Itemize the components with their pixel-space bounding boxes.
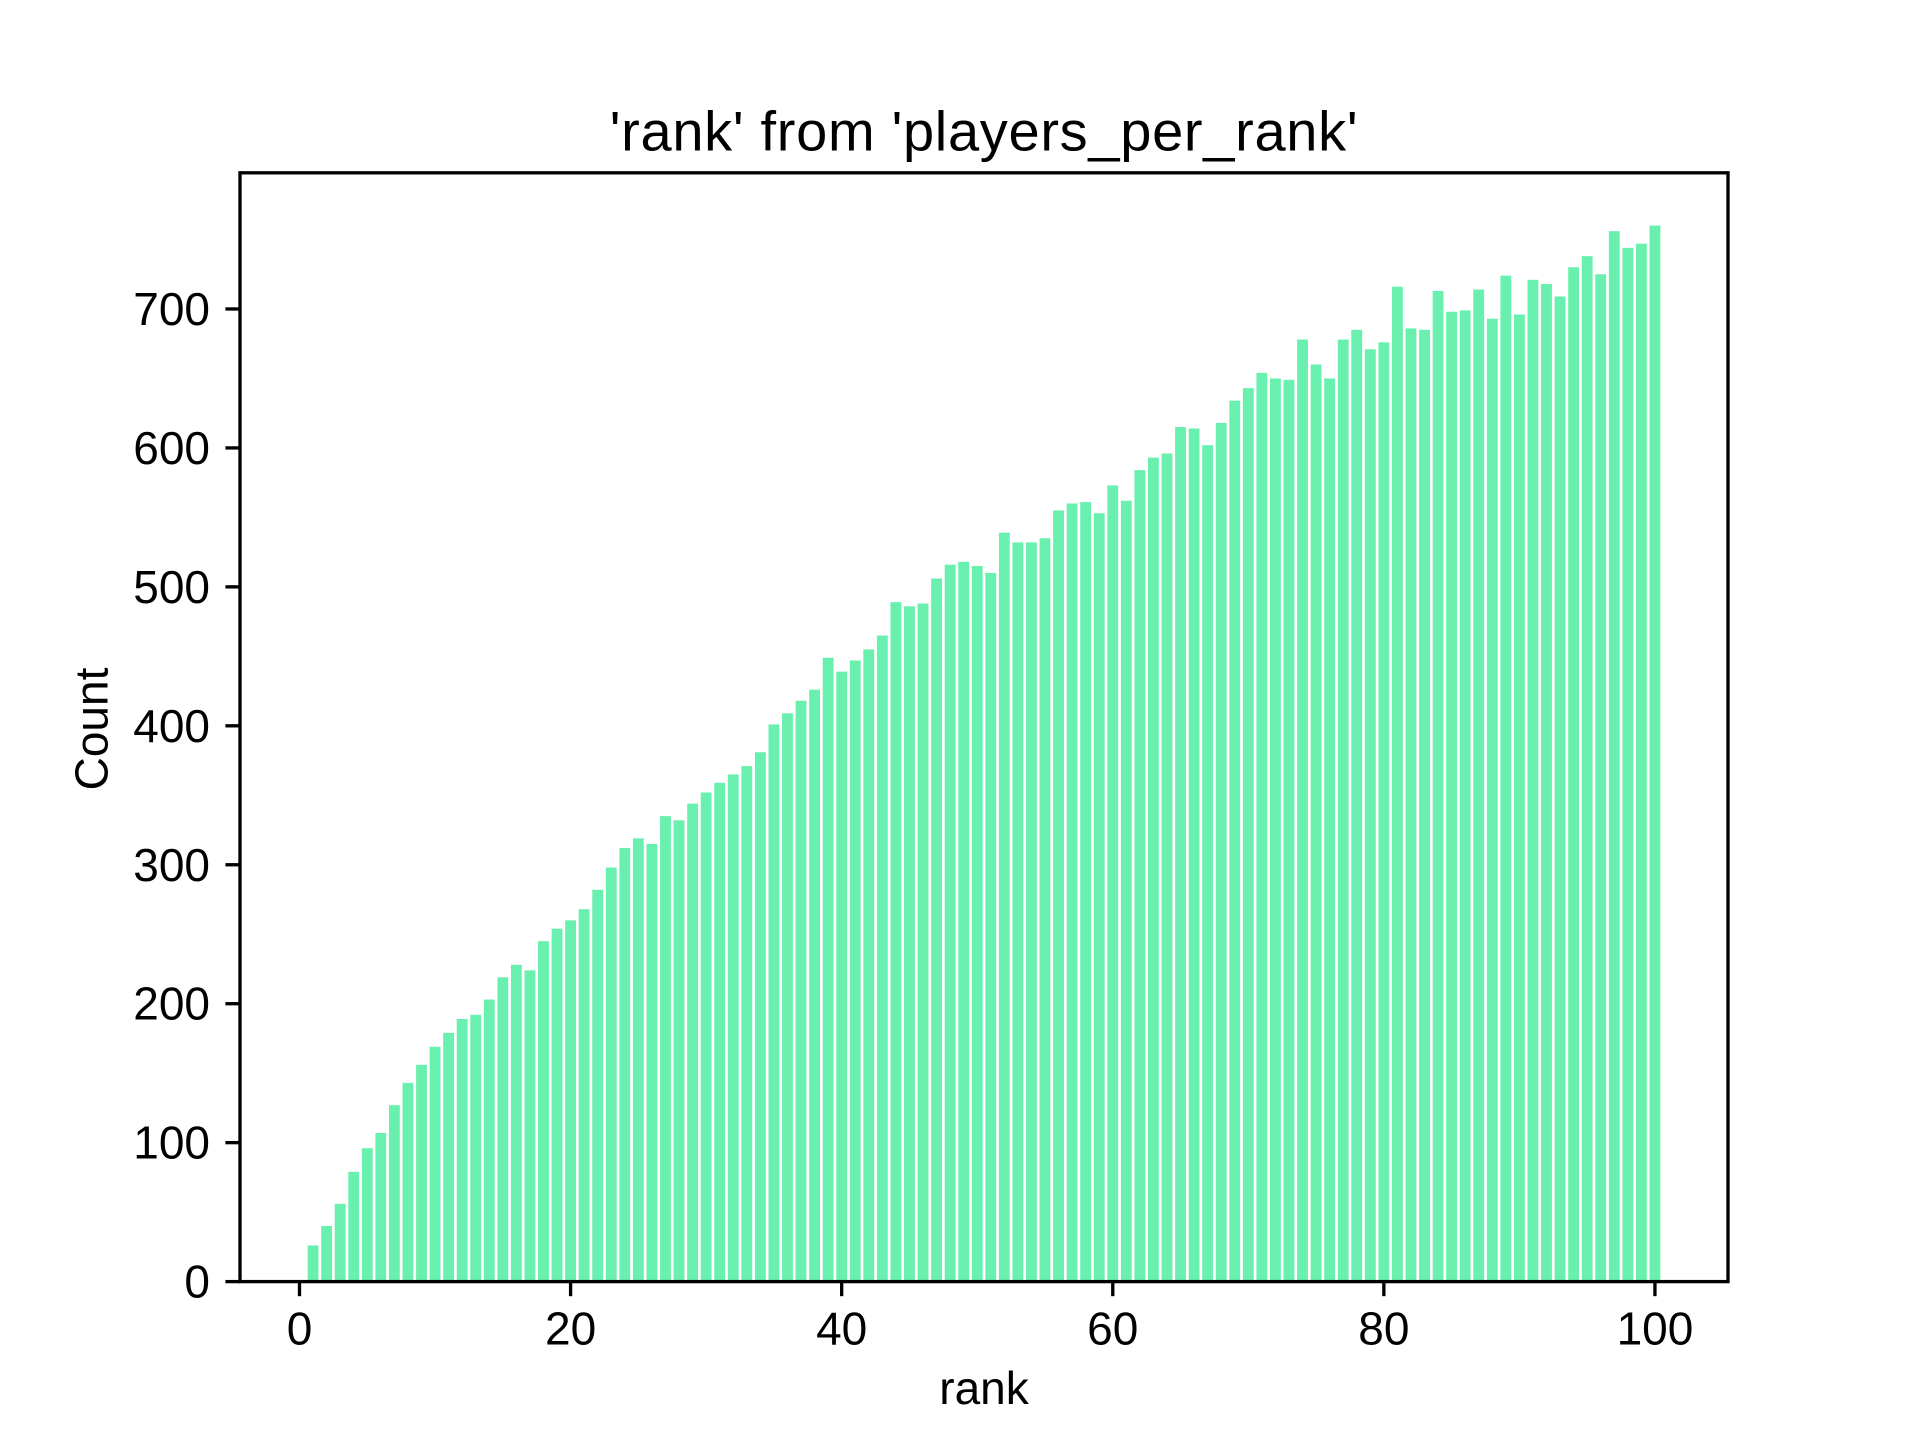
svg-text:700: 700: [133, 283, 210, 335]
svg-text:Count: Count: [66, 667, 118, 790]
svg-text:0: 0: [287, 1303, 313, 1355]
svg-text:400: 400: [133, 700, 210, 752]
svg-text:20: 20: [545, 1303, 596, 1355]
svg-text:40: 40: [816, 1303, 867, 1355]
svg-text:100: 100: [133, 1117, 210, 1169]
svg-text:600: 600: [133, 422, 210, 474]
svg-text:0: 0: [184, 1256, 210, 1308]
svg-text:100: 100: [1617, 1303, 1694, 1355]
svg-text:80: 80: [1358, 1303, 1409, 1355]
svg-text:rank: rank: [939, 1362, 1029, 1414]
svg-text:'rank' from 'players_per_rank': 'rank' from 'players_per_rank': [610, 100, 1359, 163]
svg-text:200: 200: [133, 978, 210, 1030]
svg-text:500: 500: [133, 561, 210, 613]
svg-text:300: 300: [133, 839, 210, 891]
svg-text:60: 60: [1087, 1303, 1138, 1355]
